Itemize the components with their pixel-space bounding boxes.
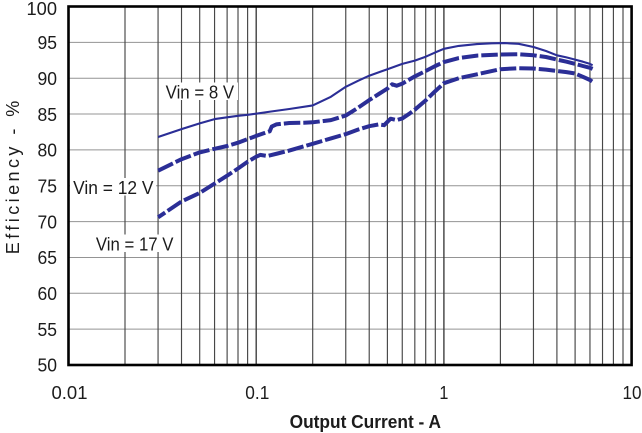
svg-text:Efficiency - %: Efficiency - % (3, 101, 23, 255)
svg-text:70: 70 (38, 212, 58, 232)
svg-text:Vin = 8 V: Vin = 8 V (166, 82, 235, 102)
svg-text:55: 55 (38, 320, 58, 340)
svg-text:95: 95 (38, 33, 58, 53)
svg-text:75: 75 (38, 176, 58, 196)
svg-text:85: 85 (38, 105, 58, 125)
svg-text:0.1: 0.1 (245, 383, 269, 403)
svg-text:80: 80 (38, 141, 58, 161)
svg-text:50: 50 (38, 356, 58, 376)
svg-text:1: 1 (439, 383, 448, 403)
svg-text:Output Current - A: Output Current - A (290, 412, 441, 432)
svg-text:Vin = 17 V: Vin = 17 V (96, 235, 174, 255)
svg-text:90: 90 (38, 69, 58, 89)
svg-text:10: 10 (623, 383, 642, 403)
svg-text:65: 65 (38, 248, 58, 268)
svg-text:60: 60 (38, 284, 58, 304)
svg-text:0.01: 0.01 (52, 383, 88, 403)
svg-text:Vin = 12 V: Vin = 12 V (73, 178, 153, 198)
svg-text:100: 100 (27, 0, 58, 19)
